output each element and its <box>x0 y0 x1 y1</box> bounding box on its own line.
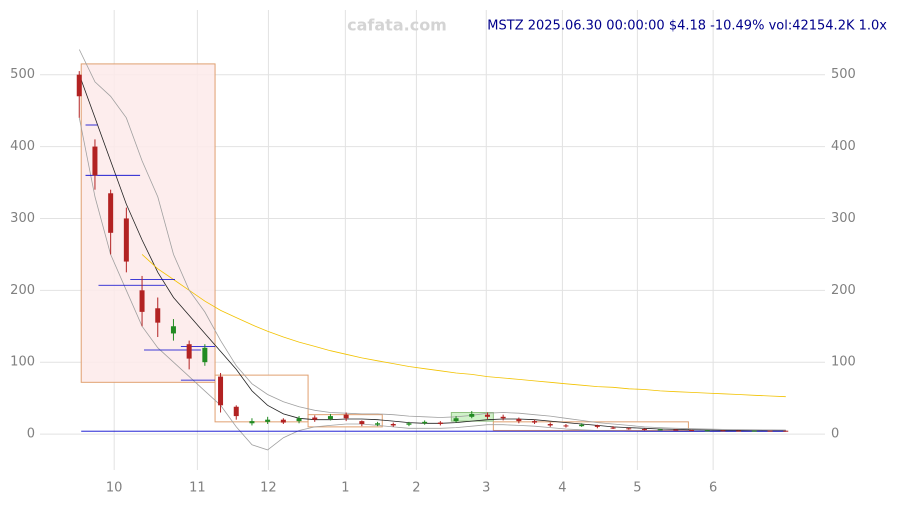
candle-body <box>751 430 757 432</box>
y-tick-label: 500 <box>10 67 35 82</box>
y-tick-label-right: 300 <box>831 211 856 226</box>
candle-body <box>422 421 428 424</box>
candle-body <box>563 425 569 427</box>
candle-body <box>123 218 129 262</box>
candle-body <box>484 414 490 417</box>
y-tick-label: 200 <box>10 283 35 298</box>
candle-body <box>76 74 82 97</box>
x-tick-label: 6 <box>709 481 717 496</box>
candle-body <box>312 417 318 420</box>
x-tick-label: 2 <box>412 481 420 496</box>
candle-body <box>327 416 333 419</box>
indicator-line <box>141 254 786 398</box>
candle-body <box>108 193 114 233</box>
candle-body <box>280 419 286 423</box>
candle-body <box>736 430 742 432</box>
candle-body <box>594 425 600 427</box>
candle-body <box>218 376 224 406</box>
candle-body <box>406 423 412 425</box>
candle-body <box>265 419 271 422</box>
candle-body <box>139 290 145 312</box>
x-tick-label: 12 <box>260 481 277 496</box>
candle-body <box>783 430 789 432</box>
x-tick-label: 4 <box>558 481 566 496</box>
candle-body <box>390 424 396 426</box>
candle-body <box>453 418 459 422</box>
candle-body <box>249 421 255 424</box>
candle-body <box>641 429 647 431</box>
candle-body <box>657 429 663 431</box>
y-tick-label: 100 <box>10 355 35 370</box>
candle-body <box>343 414 349 419</box>
candle-body <box>547 424 553 426</box>
candle-body <box>704 430 710 432</box>
y-tick-label-right: 0 <box>831 427 839 442</box>
y-tick-label-right: 200 <box>831 283 856 298</box>
candle-body <box>296 418 302 422</box>
candle-body <box>437 422 443 424</box>
candle-body <box>202 347 208 363</box>
candle-body <box>579 424 585 427</box>
candle-body <box>233 406 239 417</box>
candle-body <box>375 423 381 425</box>
y-tick-label: 400 <box>10 139 35 154</box>
zone-box <box>214 374 309 423</box>
candle-body <box>469 413 475 417</box>
candle-body <box>155 308 161 323</box>
zone-box <box>80 63 216 383</box>
candle-body <box>626 428 632 430</box>
candle-body <box>689 430 695 432</box>
indicator-line <box>78 74 786 432</box>
candle-body <box>516 418 522 422</box>
candle-body <box>186 344 192 359</box>
candle-body <box>720 430 726 432</box>
candle-body <box>673 429 679 431</box>
x-tick-label: 5 <box>633 481 641 496</box>
candle-body <box>532 421 538 423</box>
y-tick-label: 0 <box>27 427 35 442</box>
candle-body <box>359 421 365 424</box>
watermark: cafata.com <box>347 16 447 35</box>
chart-title: MSTZ 2025.06.30 00:00:00 $4.18 -10.49% v… <box>487 19 887 34</box>
y-tick-label-right: 500 <box>831 67 856 82</box>
candle-body <box>92 146 98 176</box>
y-tick-label-right: 400 <box>831 139 856 154</box>
candle-body <box>170 326 176 334</box>
x-tick-label: 3 <box>482 481 490 496</box>
x-tick-label: 10 <box>106 481 123 496</box>
candle-body <box>767 430 773 432</box>
candle-body <box>500 416 506 419</box>
indicator-line <box>78 49 786 431</box>
y-tick-label-right: 100 <box>831 355 856 370</box>
candle-body <box>610 427 616 429</box>
x-tick-label: 11 <box>189 481 206 496</box>
y-tick-label: 300 <box>10 211 35 226</box>
x-tick-label: 1 <box>341 481 349 496</box>
